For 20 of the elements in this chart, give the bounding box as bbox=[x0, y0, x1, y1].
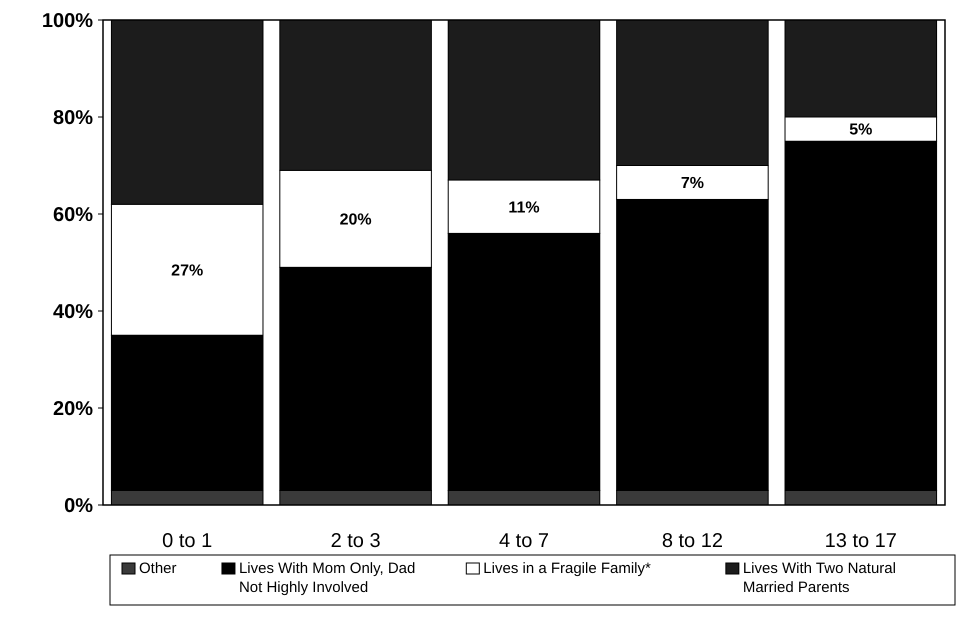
y-tick-label: 40% bbox=[52, 301, 94, 323]
y-tick-label: 20% bbox=[52, 398, 94, 420]
legend-label: Lives With Two Natural Married Parents bbox=[742, 560, 896, 596]
x-tick-label: 0 to 1 bbox=[162, 530, 212, 552]
x-tick-label: 13 to 17 bbox=[824, 530, 897, 552]
data-label: 11% bbox=[508, 199, 540, 216]
y-tick-label: 0% bbox=[64, 495, 94, 517]
legend-label: Lives With Mom Only, Dad Not Highly Involved bbox=[238, 560, 416, 596]
x-tick-label: 2 to 3 bbox=[330, 530, 381, 552]
y-tick-label: 80% bbox=[52, 107, 94, 129]
legend-label: Lives in a Fragile Family* bbox=[483, 560, 652, 577]
x-tick-label: 4 to 7 bbox=[498, 530, 550, 552]
legend-label: Other bbox=[139, 560, 177, 577]
data-label: 27% bbox=[171, 262, 204, 280]
data-label: 7% bbox=[680, 175, 704, 192]
x-tick-label: 8 to 12 bbox=[662, 530, 723, 552]
data-label: 5% bbox=[849, 122, 872, 139]
y-tick-label: 60% bbox=[52, 204, 94, 226]
data-label: 20% bbox=[340, 211, 372, 228]
y-tick-label: 100% bbox=[42, 10, 94, 32]
